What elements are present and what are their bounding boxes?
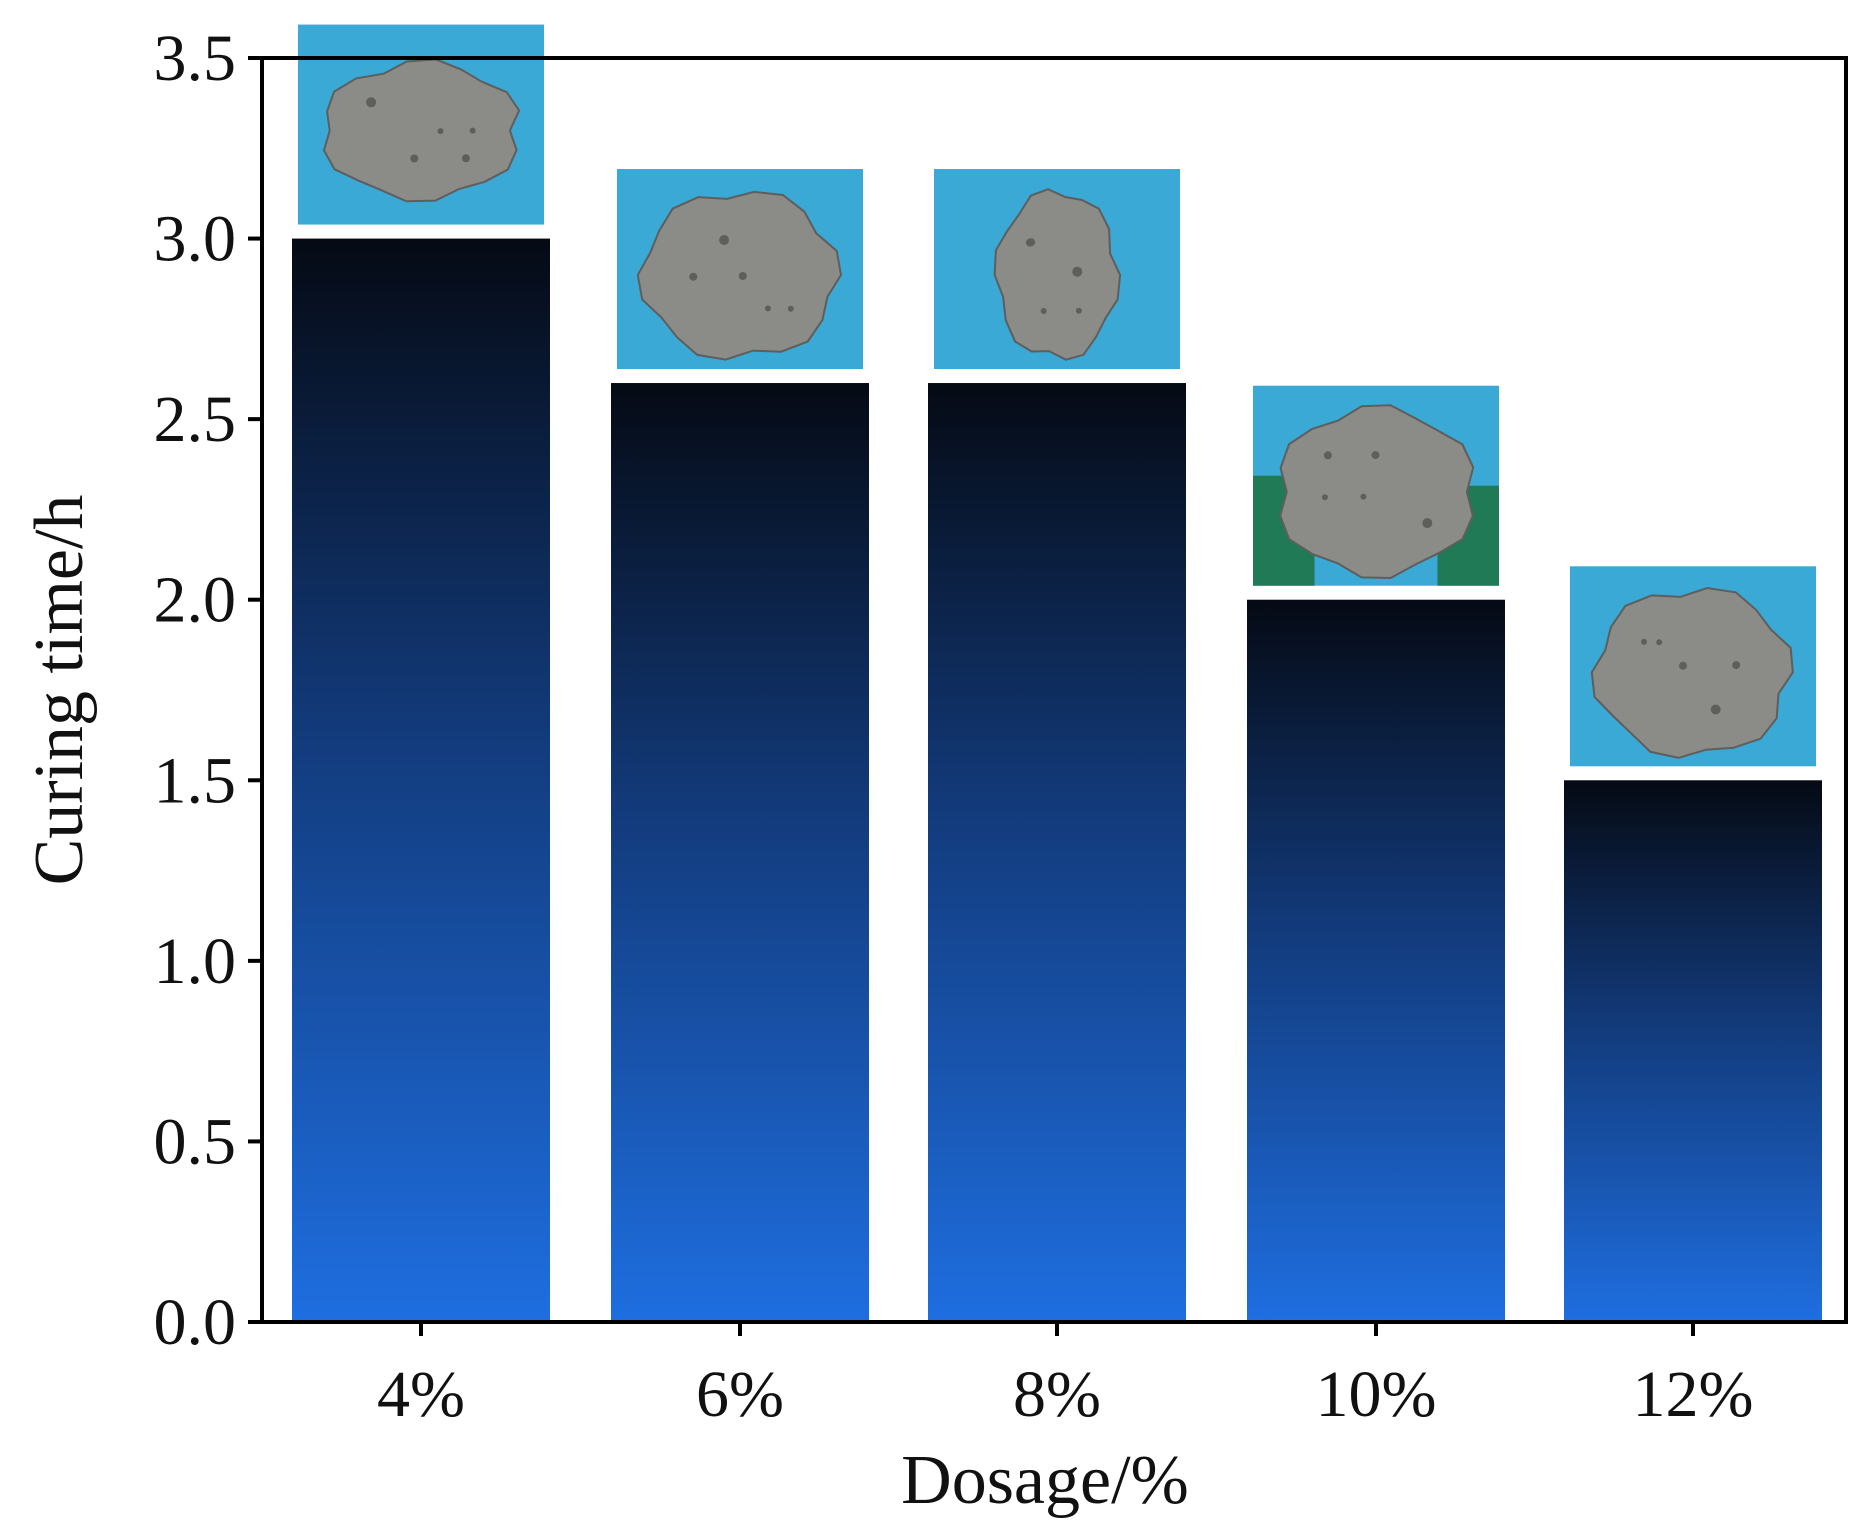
x-axis-title: Dosage/% [901,1442,1189,1519]
y-axis-title: Curing time/h [21,495,98,886]
y-tick-label: 1.0 [154,925,237,998]
x-tick-label: 8% [1013,1358,1101,1431]
sample-photo-10 [1253,385,1499,586]
sample-photo-4 [298,24,544,225]
y-tick-label: 0.5 [154,1105,237,1178]
x-axis: 4% 6% 8% 10% 12% [377,1322,1753,1431]
bar-8pct [928,383,1186,1320]
y-tick-label: 1.5 [154,744,237,817]
sample-photo-6 [617,169,863,370]
y-tick-label: 2.0 [154,564,237,637]
x-tick-label: 6% [696,1358,784,1431]
bar-10pct [1247,599,1505,1320]
bar-4pct [292,238,550,1321]
plot-frame [260,56,1848,1324]
sample-photo-8 [934,169,1180,370]
x-tick-label: 10% [1316,1358,1437,1431]
bar-6pct [611,383,869,1320]
bar-12pct [1564,780,1822,1320]
y-tick-label: 2.5 [154,383,237,456]
sample-photo-12 [1570,566,1816,767]
y-tick-label: 3.0 [154,203,237,276]
bars-layer [292,238,1822,1321]
y-tick-label: 3.5 [154,22,237,95]
x-tick-label: 4% [377,1358,465,1431]
y-tick-label: 0.0 [154,1286,237,1359]
x-tick-label: 12% [1633,1358,1754,1431]
y-axis: 0.0 0.5 1.0 1.5 2.0 2.5 3.0 3.5 [154,22,262,1359]
photos-layer [298,24,1816,767]
